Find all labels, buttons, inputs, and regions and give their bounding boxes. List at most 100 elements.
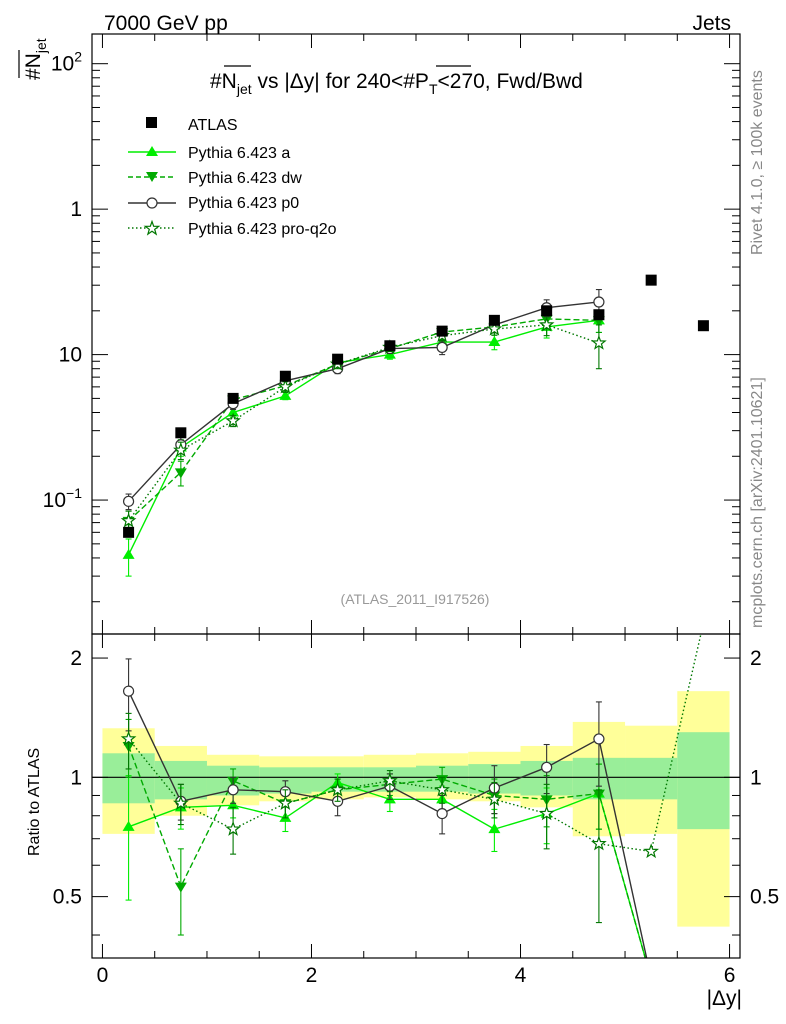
legend: ATLAS Pythia 6.423 a Pythia 6.423 dw Pyt… xyxy=(128,117,337,238)
legend-marker-q2o xyxy=(143,219,161,236)
title-suffix: <270, Fwd/Bwd xyxy=(438,70,583,93)
main-marker xyxy=(593,296,605,308)
atlas-data-point xyxy=(332,353,344,365)
ratio-marker xyxy=(488,823,501,834)
ratio-marker xyxy=(120,730,137,746)
main-marker xyxy=(279,389,292,400)
ratio-marker xyxy=(173,795,189,810)
ratio-marker xyxy=(329,781,346,797)
main-y-tick-exponent: 2 xyxy=(74,49,82,65)
main-marker xyxy=(486,320,503,336)
atlas-data-point xyxy=(175,427,187,439)
atlas-data-point xyxy=(541,305,553,317)
ratio-marker xyxy=(382,772,398,788)
ratio-marker xyxy=(225,820,241,836)
atlas-data-point xyxy=(645,274,657,286)
main-y-tick-label: 102 xyxy=(51,49,82,76)
title-prefix: #N xyxy=(210,70,237,93)
ratio-marker xyxy=(122,820,135,831)
main-marker xyxy=(225,412,241,428)
ratio-marker xyxy=(541,761,553,773)
main-marker xyxy=(227,406,240,417)
main-y-tick-base: 10 xyxy=(51,53,74,76)
legend-label-p0: Pythia 6.423 p0 xyxy=(188,195,299,212)
title-mid: vs |Δy| for 240<#P xyxy=(252,70,429,93)
atlas-data-point xyxy=(488,314,500,326)
main-y-tick-label: 10−1 xyxy=(43,485,83,512)
atlas-data-point xyxy=(123,526,135,538)
ratio-marker xyxy=(174,882,187,893)
ratio-marker xyxy=(122,685,135,697)
atlas-data-point xyxy=(697,320,709,332)
ratio-band-inner xyxy=(677,732,730,830)
legend-label-a: Pythia 6.423 a xyxy=(188,145,290,162)
main-y-tick-base: 10 xyxy=(43,489,66,512)
atlas-data-point xyxy=(384,340,396,352)
main-marker xyxy=(436,341,448,354)
main-series-line xyxy=(128,324,600,522)
svg-text:#Njet: #Njet xyxy=(22,38,49,80)
side-mcplots-label: mcplots.cern.ch [arXiv:2401.10621] xyxy=(749,377,766,628)
ylabel-main-sub: jet xyxy=(33,38,49,54)
x-tick-label: 2 xyxy=(306,964,318,987)
atlas-data-point xyxy=(436,325,448,337)
ratio-band-inner xyxy=(625,757,678,800)
side-rivet-label: Rivet 4.1.0, ≥ 100k events xyxy=(749,70,766,255)
ratio-series-line xyxy=(128,634,702,853)
side-rivet-group: Rivet 4.1.0, ≥ 100k events xyxy=(749,70,766,255)
atlas-data-point xyxy=(227,392,239,404)
legend-marker-p0 xyxy=(146,197,158,209)
main-series-line xyxy=(128,301,599,502)
header-right-label: Jets xyxy=(692,12,731,35)
ratio-marker xyxy=(277,795,294,810)
legend-label-q2o: Pythia 6.423 pro-q2o xyxy=(188,221,337,238)
x-tick-label: 6 xyxy=(724,964,736,987)
main-series-line xyxy=(128,318,599,522)
side-mcplots-group: mcplots.cern.ch [arXiv:2401.10621] xyxy=(749,377,766,628)
legend-label-atlas: ATLAS xyxy=(188,117,238,134)
main-y-tick-label: 1 xyxy=(70,198,82,221)
main-y-tick-exponent: −1 xyxy=(66,485,82,501)
main-marker xyxy=(122,495,135,507)
main-marker xyxy=(277,378,294,394)
ratio-y-tick-label-right: 2 xyxy=(750,647,762,670)
ratio-marker xyxy=(434,781,450,797)
main-marker xyxy=(122,548,135,559)
ratio-marker xyxy=(436,807,448,820)
ratio-marker xyxy=(227,784,239,796)
ratio-panel-content xyxy=(92,634,740,958)
ylabel-ratio: Ratio to ATLAS xyxy=(26,748,43,856)
ylabel-main-text: #N xyxy=(22,53,45,80)
main-marker xyxy=(120,512,137,528)
title-jet-sub: jet xyxy=(236,81,252,97)
main-marker xyxy=(488,336,501,347)
legend-label-dw: Pythia 6.423 dw xyxy=(188,170,302,187)
legend-marker-atlas xyxy=(146,117,157,128)
main-series-line xyxy=(127,319,599,556)
ratio-marker xyxy=(643,843,659,859)
atlas-data-point xyxy=(593,309,605,321)
ratio-marker xyxy=(486,791,503,806)
ratio-marker xyxy=(538,805,555,821)
ylabel-ratio-group: Ratio to ATLAS xyxy=(26,748,43,856)
title-t-sub: T xyxy=(429,81,438,97)
xlabel: |Δy| xyxy=(707,987,742,1010)
ylabel-main: #Njet xyxy=(22,38,49,80)
plot-title: #Njet vs |Δy| for 240<#PT<270, Fwd/Bwd xyxy=(210,70,583,97)
atlas-data-point xyxy=(279,370,291,382)
x-tick-label: 4 xyxy=(515,964,527,987)
ratio-y-tick-label-right: 0.5 xyxy=(750,886,779,909)
main-y-tick-label: 10 xyxy=(59,344,82,367)
ratio-marker xyxy=(591,835,607,851)
main-marker xyxy=(173,442,189,457)
legend-marker-dw xyxy=(146,172,158,182)
legend-marker-a xyxy=(146,146,158,156)
main-marker xyxy=(538,316,555,332)
ratio-y-tick-label-left: 2 xyxy=(70,647,82,670)
ratio-marker xyxy=(593,733,605,745)
ratio-y-tick-label-left: 1 xyxy=(70,766,82,789)
main-marker xyxy=(174,468,187,479)
ratio-y-tick-label-right: 1 xyxy=(750,766,762,789)
